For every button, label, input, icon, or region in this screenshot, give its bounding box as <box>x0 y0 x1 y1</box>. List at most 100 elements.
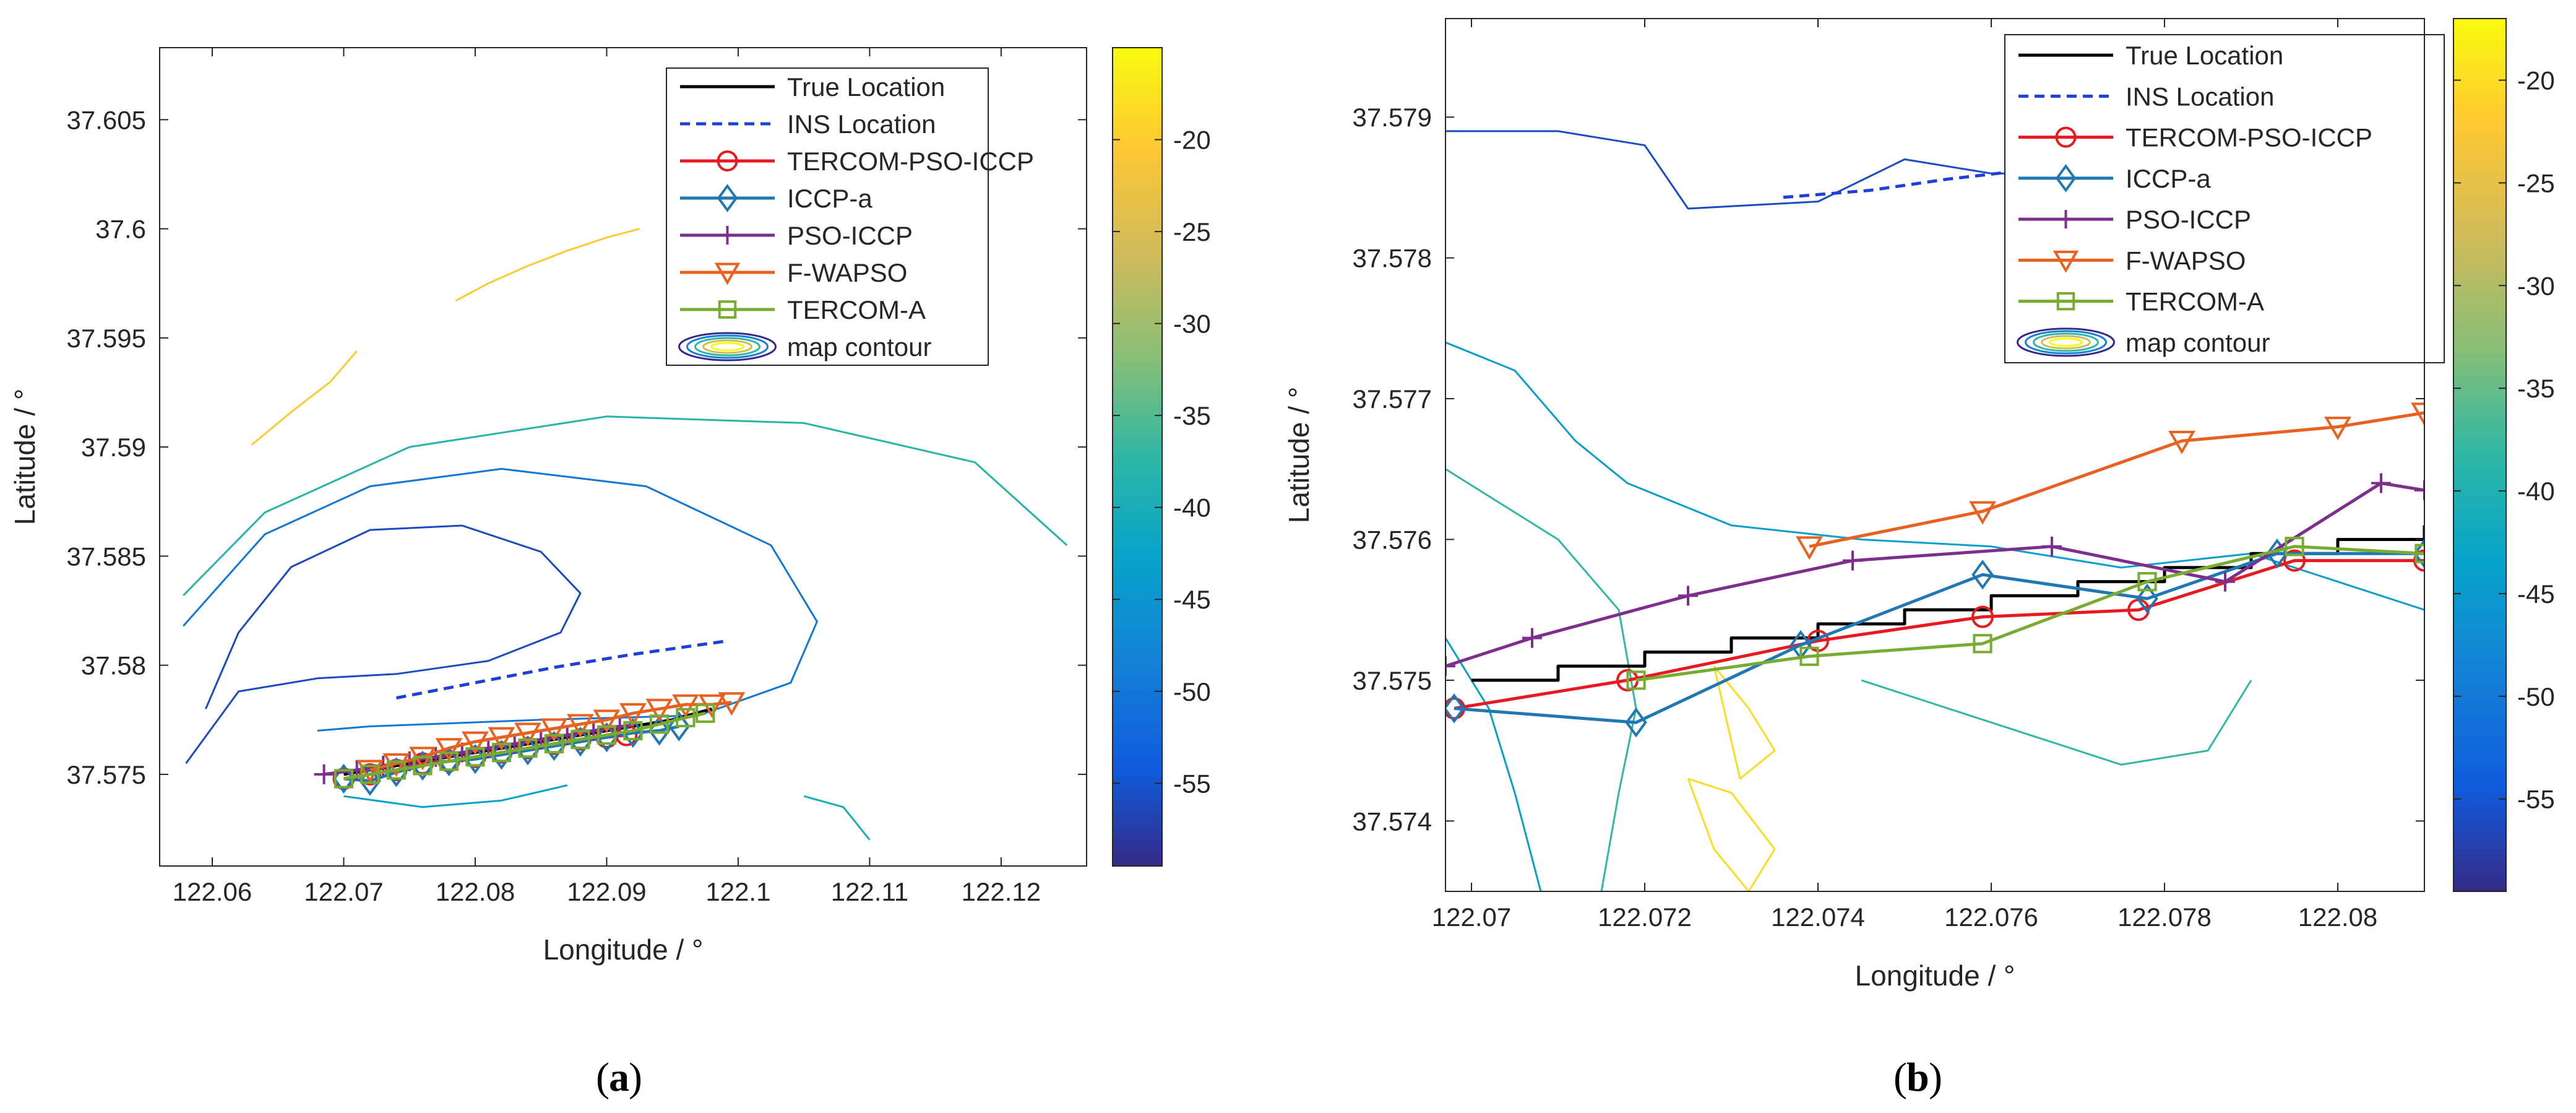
data-point <box>386 760 407 780</box>
data-point <box>567 714 594 738</box>
legend-label: True Location <box>787 72 945 102</box>
data-point <box>696 703 715 723</box>
series-line <box>1445 482 2424 668</box>
data-point <box>1445 656 1455 677</box>
legend-label: INS Location <box>2126 82 2274 111</box>
series-pso-iccp-b <box>1445 473 2424 677</box>
map-contour-a-1 <box>251 350 358 446</box>
legend-entry: F-WAPSO <box>680 258 907 287</box>
series-line <box>1454 552 2424 724</box>
colorbar-tick-label: -55 <box>2517 785 2555 814</box>
series-line <box>1809 411 2424 548</box>
x-tick-label: 122.09 <box>567 877 646 906</box>
legend-contour-glyph <box>2041 335 2091 350</box>
x-tick-label: 122.072 <box>1598 903 1692 932</box>
data-point <box>1445 693 1465 724</box>
legend-entry: F-WAPSO <box>2018 246 2246 275</box>
data-point <box>334 769 354 789</box>
data-point <box>1626 670 1646 690</box>
data-point <box>672 694 699 718</box>
x-tick-label: 122.1 <box>705 877 770 906</box>
legend-marker <box>2055 126 2077 148</box>
data-point <box>1843 550 1863 571</box>
caption-a: ( a ) <box>596 1055 642 1100</box>
map-contour-b-5 <box>1713 665 1776 780</box>
x-axis-b: 122.07 122.072 122.074 122.076 122.078 122.08 <box>1432 19 2377 932</box>
x-tick-label: 122.12 <box>962 877 1041 906</box>
colorbar-tick-label: -50 <box>1173 677 1211 706</box>
series-group-a <box>314 639 746 796</box>
legend-label: TERCOM-A <box>2126 287 2264 316</box>
y-tick-label: 37.58 <box>81 651 146 680</box>
colorbar-tick-label: -30 <box>1173 310 1211 339</box>
y-tick-label: 37.579 <box>1353 103 1432 132</box>
series-line <box>396 639 726 699</box>
legend-label: map contour <box>787 332 931 362</box>
y-tick-label: 37.575 <box>1353 666 1432 695</box>
data-point <box>2285 537 2304 556</box>
legend-entry: map contour <box>2017 327 2270 357</box>
series-f-wapso-a <box>356 692 746 784</box>
legend-marker <box>2056 292 2075 311</box>
legend-contour-glyph <box>2033 332 2099 352</box>
data-point <box>1625 707 1647 738</box>
legend-entry: INS Location <box>680 110 936 139</box>
legend-marker <box>714 262 741 285</box>
y-axis-label-b: Latitude / ° <box>1283 387 1315 523</box>
x-axis-label-a: Longitude / ° <box>543 933 704 966</box>
legend-label: ICCP-a <box>787 184 872 213</box>
y-tick-label: 37.6 <box>95 215 146 244</box>
data-point <box>360 764 380 784</box>
x-tick-label: 122.11 <box>831 877 908 906</box>
x-tick-label: 122.06 <box>173 877 252 906</box>
data-point <box>2413 539 2424 569</box>
data-point <box>571 729 590 750</box>
legend-contour-glyph <box>702 339 752 354</box>
colorbar-tick-label: -45 <box>2517 579 2555 608</box>
map-contour-a-3 <box>343 784 568 808</box>
map-contour-a-2 <box>183 415 1068 596</box>
legend-label: PSO-ICCP <box>2126 205 2251 234</box>
data-point <box>314 764 334 784</box>
y-axis-label-a: Latitude / ° <box>9 389 41 525</box>
y-tick-label: 37.575 <box>67 760 146 789</box>
colorbar-tick-label: -50 <box>2517 682 2555 711</box>
data-point <box>465 747 485 767</box>
legend-box <box>2004 34 2445 363</box>
data-point <box>413 756 433 776</box>
legend-label: F-WAPSO <box>787 258 907 287</box>
legend-contour-glyph <box>710 342 744 352</box>
legend-entry: TERCOM-A <box>680 295 926 324</box>
data-point <box>1971 560 1994 590</box>
data-point <box>514 722 541 747</box>
data-point <box>2137 572 2157 592</box>
data-point <box>382 753 410 777</box>
y-tick-label: 37.605 <box>67 105 146 134</box>
colorbar-tick-label: -55 <box>1173 769 1211 798</box>
data-point <box>2168 430 2195 454</box>
legend-label: TERCOM-PSO-ICCP <box>2126 123 2372 152</box>
colorbar-ticks-b: -20 -25 -30 -35 -40 -45 -50 -55 <box>2453 66 2555 814</box>
legend-label: map contour <box>2126 328 2270 357</box>
data-point <box>358 763 381 786</box>
map-contour-b-6 <box>1687 777 1776 891</box>
y-tick-label: 37.585 <box>67 542 146 571</box>
colorbar-tick-label: -40 <box>2517 477 2555 506</box>
data-point <box>2136 583 2158 614</box>
map-contours-a <box>183 228 1068 841</box>
data-point <box>439 751 459 771</box>
data-point <box>2324 417 2351 441</box>
legend-a: True Location INS Location TERCOM-PSO-ICCP… <box>666 67 1034 366</box>
legend-entry: INS Location <box>2018 82 2274 111</box>
legend-label: TERCOM-PSO-ICCP <box>787 147 1034 176</box>
legend-entry: TERCOM-PSO-ICCP <box>2018 123 2372 152</box>
legend-label: TERCOM-A <box>787 295 926 324</box>
legend-entry: True Location <box>680 72 945 102</box>
legend-marker <box>717 184 738 212</box>
map-contour-a-4 <box>803 795 871 841</box>
legend-marker <box>717 150 738 171</box>
colorbar-tick-label: -30 <box>2517 271 2555 300</box>
legend-contour-glyph <box>694 337 760 357</box>
legend-label: True Location <box>2126 41 2283 70</box>
colorbar-tick-label: -35 <box>1173 401 1211 430</box>
